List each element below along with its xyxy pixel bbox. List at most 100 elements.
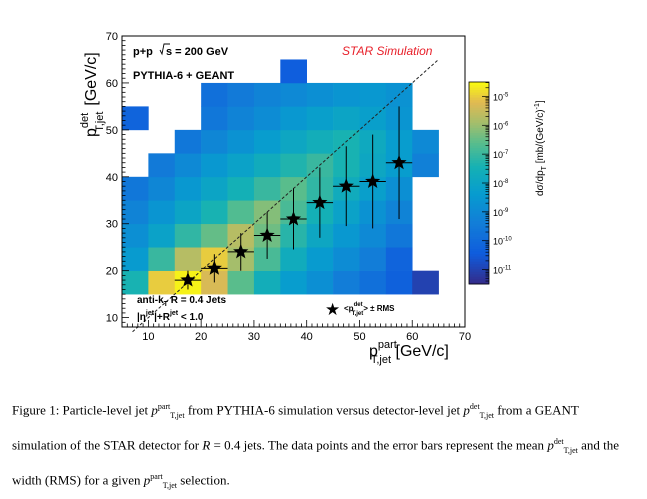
mean-star-point [365, 173, 381, 188]
heatmap-bin [174, 153, 202, 178]
colorbar-segment [469, 99, 489, 103]
colorbar-segment [469, 165, 489, 169]
heatmap-bin [122, 106, 149, 131]
z-tick-label: 10-11 [493, 266, 512, 276]
z-axis-title: dσ/dpT [mb/(GeV/c)-1] [534, 100, 548, 196]
heatmap-bin [174, 129, 202, 154]
heatmap-bin [122, 223, 149, 248]
colorbar-segment [469, 157, 489, 161]
heatmap-bin [306, 129, 334, 154]
y-axis-title: pdet T,jet[GeV/c] [79, 52, 106, 137]
heatmap-bin [148, 270, 176, 295]
star-simulation-label: STAR Simulation [342, 44, 433, 58]
z-tick-label: 10-7 [493, 150, 509, 160]
colorbar-segment [469, 208, 489, 212]
colorbar-segment [469, 122, 489, 126]
heatmap-bin [227, 176, 255, 201]
colorbar-segment [469, 97, 489, 101]
colorbar-segment [469, 200, 489, 204]
heatmap-bin [333, 247, 360, 271]
colorbar-segment [469, 241, 489, 244]
colorbar-segment [469, 127, 489, 131]
colorbar-segment [469, 190, 489, 194]
figure: 10 20 30 40 50 60 70 10 20 30 40 50 60 70 p+p s = 20… [79, 31, 548, 366]
heatmap-bin [253, 129, 281, 154]
colorbar-segment [469, 253, 489, 257]
y-tick-label: 30 [106, 219, 118, 231]
heatmap-bin [122, 176, 149, 201]
colorbar-segment [469, 281, 489, 285]
heatmap-bin [201, 129, 228, 154]
x-axis-ticks: 10 20 30 40 50 60 70 [121, 320, 471, 343]
colorbar-segment [469, 243, 489, 247]
colorbar-segment [469, 114, 489, 118]
y-tick-label: 10 [106, 313, 118, 325]
heatmap-bin [359, 270, 387, 295]
colorbar-segment [469, 160, 489, 164]
colorbar-segment [469, 205, 489, 209]
x-tick-label: 40 [301, 331, 313, 343]
heatmap-bin [148, 223, 176, 248]
heatmap-bin [122, 247, 149, 271]
heatmap-bin [359, 247, 387, 271]
heatmap-bin [201, 82, 228, 107]
mean-star-point [206, 260, 222, 275]
colorbar-segment [469, 177, 489, 181]
heatmap-bin [201, 223, 228, 248]
colorbar-segment [469, 124, 489, 128]
heatmap-bin [385, 270, 413, 295]
colorbar-segment [469, 236, 489, 239]
heatmap-bin [174, 200, 202, 225]
z-tick-label: 10-5 [493, 92, 509, 102]
colorbar-segment [469, 228, 489, 232]
y-tick-label: 70 [106, 31, 118, 43]
heatmap-bin [174, 176, 202, 201]
colorbar-segment [469, 104, 489, 108]
heatmap-bin [306, 106, 334, 131]
colorbar-segment [469, 180, 489, 184]
heatmap-bin [227, 82, 255, 107]
colorbar-segment [469, 266, 489, 270]
x-tick-label: 70 [459, 331, 471, 343]
colorbar-segment [469, 230, 489, 234]
colorbar-segment [469, 162, 489, 166]
colorbar-segment [469, 172, 489, 176]
colorbar-segment [469, 135, 489, 138]
heatmap-bin [333, 106, 360, 131]
colorbar-segment [469, 89, 489, 93]
diagonal-line [132, 59, 439, 333]
heatmap-bin [333, 223, 360, 248]
heatmap-bin [280, 270, 307, 295]
heatmap-bin [253, 153, 281, 178]
colorbar-segment [469, 215, 489, 219]
y-tick-label: 50 [106, 125, 118, 137]
colorbar-segment [469, 107, 489, 111]
heatmap-bin [148, 176, 176, 201]
colorbar-segment [469, 246, 489, 250]
colorbar-segment [469, 94, 489, 98]
legend-mean-rms-label: <pdet T,jet> ± RMS [344, 302, 395, 317]
colorbar-segment [469, 268, 489, 272]
figure-caption: Figure 1: Particle-level jet ppartT,jet … [12, 402, 620, 490]
colorbar-segment [469, 220, 489, 224]
mean-star-point [259, 227, 275, 242]
heatmap-bin [359, 223, 387, 248]
heatmap-bin [280, 129, 307, 154]
heatmap-bin [227, 106, 255, 131]
heatmap-bin [122, 270, 149, 295]
colorbar-segment [469, 109, 489, 113]
colorbar [468, 81, 490, 285]
heatmap-bin [280, 59, 307, 84]
colorbar-segment [469, 82, 489, 85]
heatmap-bin [122, 200, 149, 225]
colorbar-segment [469, 150, 489, 154]
x-axis-title: ppart T,jet [GeV/c] [369, 339, 449, 366]
x-tick-label: 30 [248, 331, 260, 343]
eta-cut-label: |ηjet|+Rjet < 1.0 [137, 310, 204, 323]
jet-algorithm-label: anti-kT R = 0.4 Jets [137, 295, 226, 308]
sqrt-symbol [159, 43, 170, 56]
colorbar-segment [469, 256, 489, 260]
colorbar-segment [469, 198, 489, 202]
colorbar-segment [469, 87, 489, 90]
legend-star-marker: ★ [325, 300, 340, 320]
